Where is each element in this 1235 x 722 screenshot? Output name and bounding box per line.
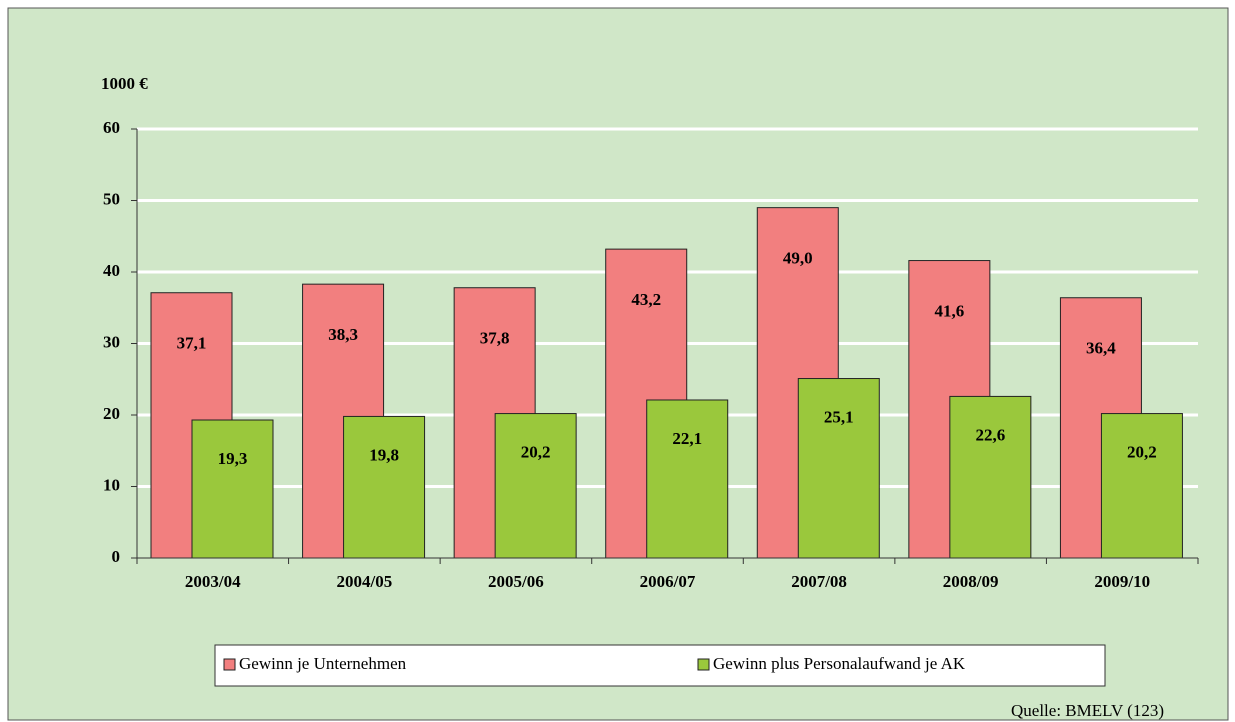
value-label: 19,8 (369, 445, 399, 464)
x-tick-label: 2004/05 (336, 572, 392, 591)
unit-label: 1000 € (101, 74, 148, 93)
value-label: 41,6 (934, 301, 964, 320)
legend-box (214, 644, 1106, 687)
value-label: 19,3 (218, 449, 248, 468)
legend-label: Gewinn je Unternehmen (239, 654, 407, 673)
bar (191, 419, 274, 559)
y-tick-label: 30 (103, 332, 120, 351)
bar (494, 413, 577, 559)
legend-label: Gewinn plus Personalaufwand je AK (713, 654, 966, 673)
y-tick-label: 60 (103, 118, 120, 137)
y-tick-label: 40 (103, 261, 120, 280)
y-tick-label: 0 (112, 547, 121, 566)
x-tick-label: 2005/06 (488, 572, 544, 591)
x-tick-label: 2009/10 (1094, 572, 1150, 591)
bar (797, 378, 880, 559)
y-tick-label: 50 (103, 189, 120, 208)
value-label: 38,3 (328, 325, 358, 344)
value-label: 43,2 (631, 290, 661, 309)
value-label: 20,2 (1127, 442, 1157, 461)
value-label: 37,1 (177, 334, 207, 353)
value-label: 37,8 (480, 329, 510, 348)
bar (343, 415, 426, 559)
bar (1100, 413, 1183, 559)
value-label: 22,1 (672, 429, 702, 448)
legend-swatch (697, 658, 710, 671)
legend-swatch (223, 658, 236, 671)
value-label: 49,0 (783, 249, 813, 268)
x-tick-label: 2006/07 (640, 572, 696, 591)
x-tick-label: 2003/04 (185, 572, 241, 591)
y-tick-label: 20 (103, 404, 120, 423)
bar (646, 399, 729, 559)
x-tick-label: 2007/08 (791, 572, 847, 591)
value-label: 20,2 (521, 442, 551, 461)
value-label: 25,1 (824, 407, 854, 426)
bar (949, 395, 1032, 559)
y-tick-label: 10 (103, 475, 120, 494)
value-label: 36,4 (1086, 339, 1116, 358)
x-tick-label: 2008/09 (943, 572, 999, 591)
source: Quelle: BMELV (123) (1011, 701, 1164, 720)
value-label: 22,6 (975, 425, 1005, 444)
